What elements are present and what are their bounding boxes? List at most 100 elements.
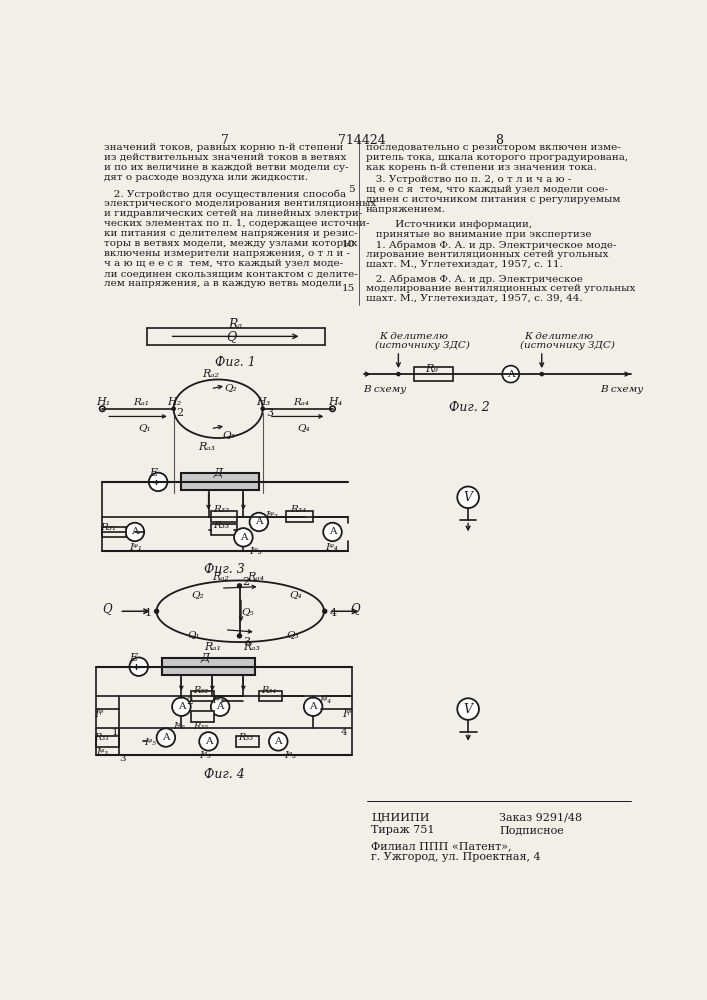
Text: A: A <box>131 527 139 536</box>
Text: Iᵠ₃: Iᵠ₃ <box>199 751 211 760</box>
Circle shape <box>172 698 191 716</box>
Text: Q₅: Q₅ <box>241 607 254 616</box>
Text: напряжением.: напряжением. <box>366 205 445 214</box>
Text: Iᵠ₅: Iᵠ₅ <box>144 738 156 747</box>
Bar <box>286 511 313 522</box>
Bar <box>96 736 119 747</box>
Text: Rₐ₁: Rₐ₁ <box>134 398 149 407</box>
Circle shape <box>502 366 519 383</box>
Text: 714424: 714424 <box>338 134 386 147</box>
Text: 2: 2 <box>177 408 184 418</box>
Text: Rₐ₃: Rₐ₃ <box>243 642 260 652</box>
Bar <box>162 658 255 675</box>
Text: A: A <box>310 702 317 711</box>
Text: и по их величине в каждой ветви модели су-: и по их величине в каждой ветви модели с… <box>104 163 349 172</box>
Text: R₃₅: R₃₅ <box>193 722 209 731</box>
Text: шахт. М., Углетехиздат, 1957, с. 11.: шахт. М., Углетехиздат, 1957, с. 11. <box>366 260 563 269</box>
Text: последовательно с резистором включен изме-: последовательно с резистором включен изм… <box>366 143 621 152</box>
Text: г. Ужгород, ул. Проектная, 4: г. Ужгород, ул. Проектная, 4 <box>371 852 541 861</box>
Circle shape <box>149 473 168 491</box>
Text: R₃₁: R₃₁ <box>95 733 110 742</box>
Text: ЦНИИПИ: ЦНИИПИ <box>371 813 430 823</box>
Text: R₃₃: R₃₃ <box>238 733 253 742</box>
Text: 2. Абрамов Ф. А. и др. Электрическое: 2. Абрамов Ф. А. и др. Электрическое <box>366 274 583 284</box>
Text: Rₐ: Rₐ <box>228 318 243 331</box>
Text: Iᵠ₃: Iᵠ₃ <box>250 547 262 556</box>
Bar <box>235 736 259 747</box>
Text: В схему: В схему <box>600 385 643 394</box>
Text: 3: 3 <box>119 754 126 763</box>
Text: лирование вентиляционных сетей угольных: лирование вентиляционных сетей угольных <box>366 250 608 259</box>
Text: Заказ 9291/48: Заказ 9291/48 <box>499 813 583 823</box>
Text: Д: Д <box>214 468 222 478</box>
Text: дят о расходе воздуха или жидкости.: дят о расходе воздуха или жидкости. <box>104 173 308 182</box>
Text: 3. Устройство по п. 2, о т л и ч а ю -: 3. Устройство по п. 2, о т л и ч а ю - <box>366 175 571 184</box>
Bar <box>211 524 237 535</box>
Circle shape <box>237 633 243 639</box>
Text: Фиг. 3: Фиг. 3 <box>204 563 245 576</box>
Text: A: A <box>162 733 170 742</box>
Text: В схему: В схему <box>363 385 407 394</box>
Text: моделирование вентиляционных сетей угольных: моделирование вентиляционных сетей уголь… <box>366 284 635 293</box>
Text: E: E <box>129 653 136 663</box>
Text: A: A <box>240 533 247 542</box>
Text: щ е е с я  тем, что каждый узел модели сое-: щ е е с я тем, что каждый узел модели со… <box>366 185 608 194</box>
Text: A: A <box>205 737 212 746</box>
Circle shape <box>322 609 327 614</box>
Text: 3: 3 <box>243 637 250 647</box>
Text: электрического моделирования вентиляционных: электрического моделирования вентиляцион… <box>104 199 376 208</box>
Text: A: A <box>274 737 282 746</box>
Text: R₉: R₉ <box>426 364 438 374</box>
Text: значений токов, равных корню n-й степени: значений токов, равных корню n-й степени <box>104 143 343 152</box>
Text: включены измерители напряжения, о т л и -: включены измерители напряжения, о т л и … <box>104 249 350 258</box>
Bar <box>191 691 214 701</box>
Circle shape <box>304 698 322 716</box>
Circle shape <box>250 513 268 531</box>
Text: торы в ветвях модели, между узлами которых: торы в ветвях модели, между узлами котор… <box>104 239 357 248</box>
Text: Фиг. 2: Фиг. 2 <box>450 401 490 414</box>
Text: Q: Q <box>103 602 112 615</box>
Circle shape <box>329 406 335 411</box>
Text: К делителю: К делителю <box>379 332 448 341</box>
Text: A: A <box>255 517 262 526</box>
Text: Rₐ₄: Rₐ₄ <box>293 398 309 407</box>
Circle shape <box>171 406 176 411</box>
Text: H₃: H₃ <box>257 397 271 407</box>
Circle shape <box>126 523 144 541</box>
Text: шахт. М., Углетехиздат, 1957, с. 39, 44.: шахт. М., Углетехиздат, 1957, с. 39, 44. <box>366 294 583 303</box>
Text: из действительных значений токов в ветвях: из действительных значений токов в ветвя… <box>104 153 346 162</box>
Text: Q₃: Q₃ <box>286 630 298 639</box>
Text: Источники информации,: Источники информации, <box>366 220 532 229</box>
Text: и гидравлических сетей на линейных электри-: и гидравлических сетей на линейных элект… <box>104 209 362 218</box>
Text: Q₄: Q₄ <box>290 590 303 599</box>
Circle shape <box>323 523 341 541</box>
Text: Iᵠ: Iᵠ <box>343 709 352 719</box>
Text: динен с источником питания с регулируемым: динен с источником питания с регулируемы… <box>366 195 620 204</box>
Text: (источнику ЗДС): (источнику ЗДС) <box>375 341 470 350</box>
Text: Q₁: Q₁ <box>187 630 200 639</box>
Text: принятые во внимание при экспертизе: принятые во внимание при экспертизе <box>366 230 591 239</box>
Text: V: V <box>464 491 472 504</box>
Circle shape <box>269 732 288 751</box>
Text: Фиг. 1: Фиг. 1 <box>215 356 256 369</box>
Text: лем напряжения, а в каждую ветвь модели: лем напряжения, а в каждую ветвь модели <box>104 279 341 288</box>
Text: как корень n-й степени из значения тока.: как корень n-й степени из значения тока. <box>366 163 596 172</box>
Circle shape <box>260 406 265 411</box>
Text: Rₐ₃: Rₐ₃ <box>198 442 215 452</box>
Text: 7: 7 <box>221 134 228 147</box>
Text: ли соединен скользящим контактом с делите-: ли соединен скользящим контактом с делит… <box>104 269 358 278</box>
Circle shape <box>234 528 252 547</box>
Circle shape <box>156 728 175 747</box>
Text: (источнику ЗДС): (источнику ЗДС) <box>520 341 615 350</box>
Bar <box>191 711 214 722</box>
Circle shape <box>154 609 159 614</box>
Text: ки питания с делителем напряжения и резис-: ки питания с делителем напряжения и рези… <box>104 229 358 238</box>
Text: Iᵠ₃: Iᵠ₃ <box>284 751 296 760</box>
Text: 10: 10 <box>341 240 355 249</box>
Text: R₃₄: R₃₄ <box>290 505 306 514</box>
Text: Q₂: Q₂ <box>192 590 204 599</box>
Bar <box>182 473 259 490</box>
Text: Q₂: Q₂ <box>224 383 237 392</box>
Text: 1. Абрамов Ф. А. и др. Электрическое моде-: 1. Абрамов Ф. А. и др. Электрическое мод… <box>366 240 617 250</box>
Text: 2: 2 <box>243 577 250 587</box>
